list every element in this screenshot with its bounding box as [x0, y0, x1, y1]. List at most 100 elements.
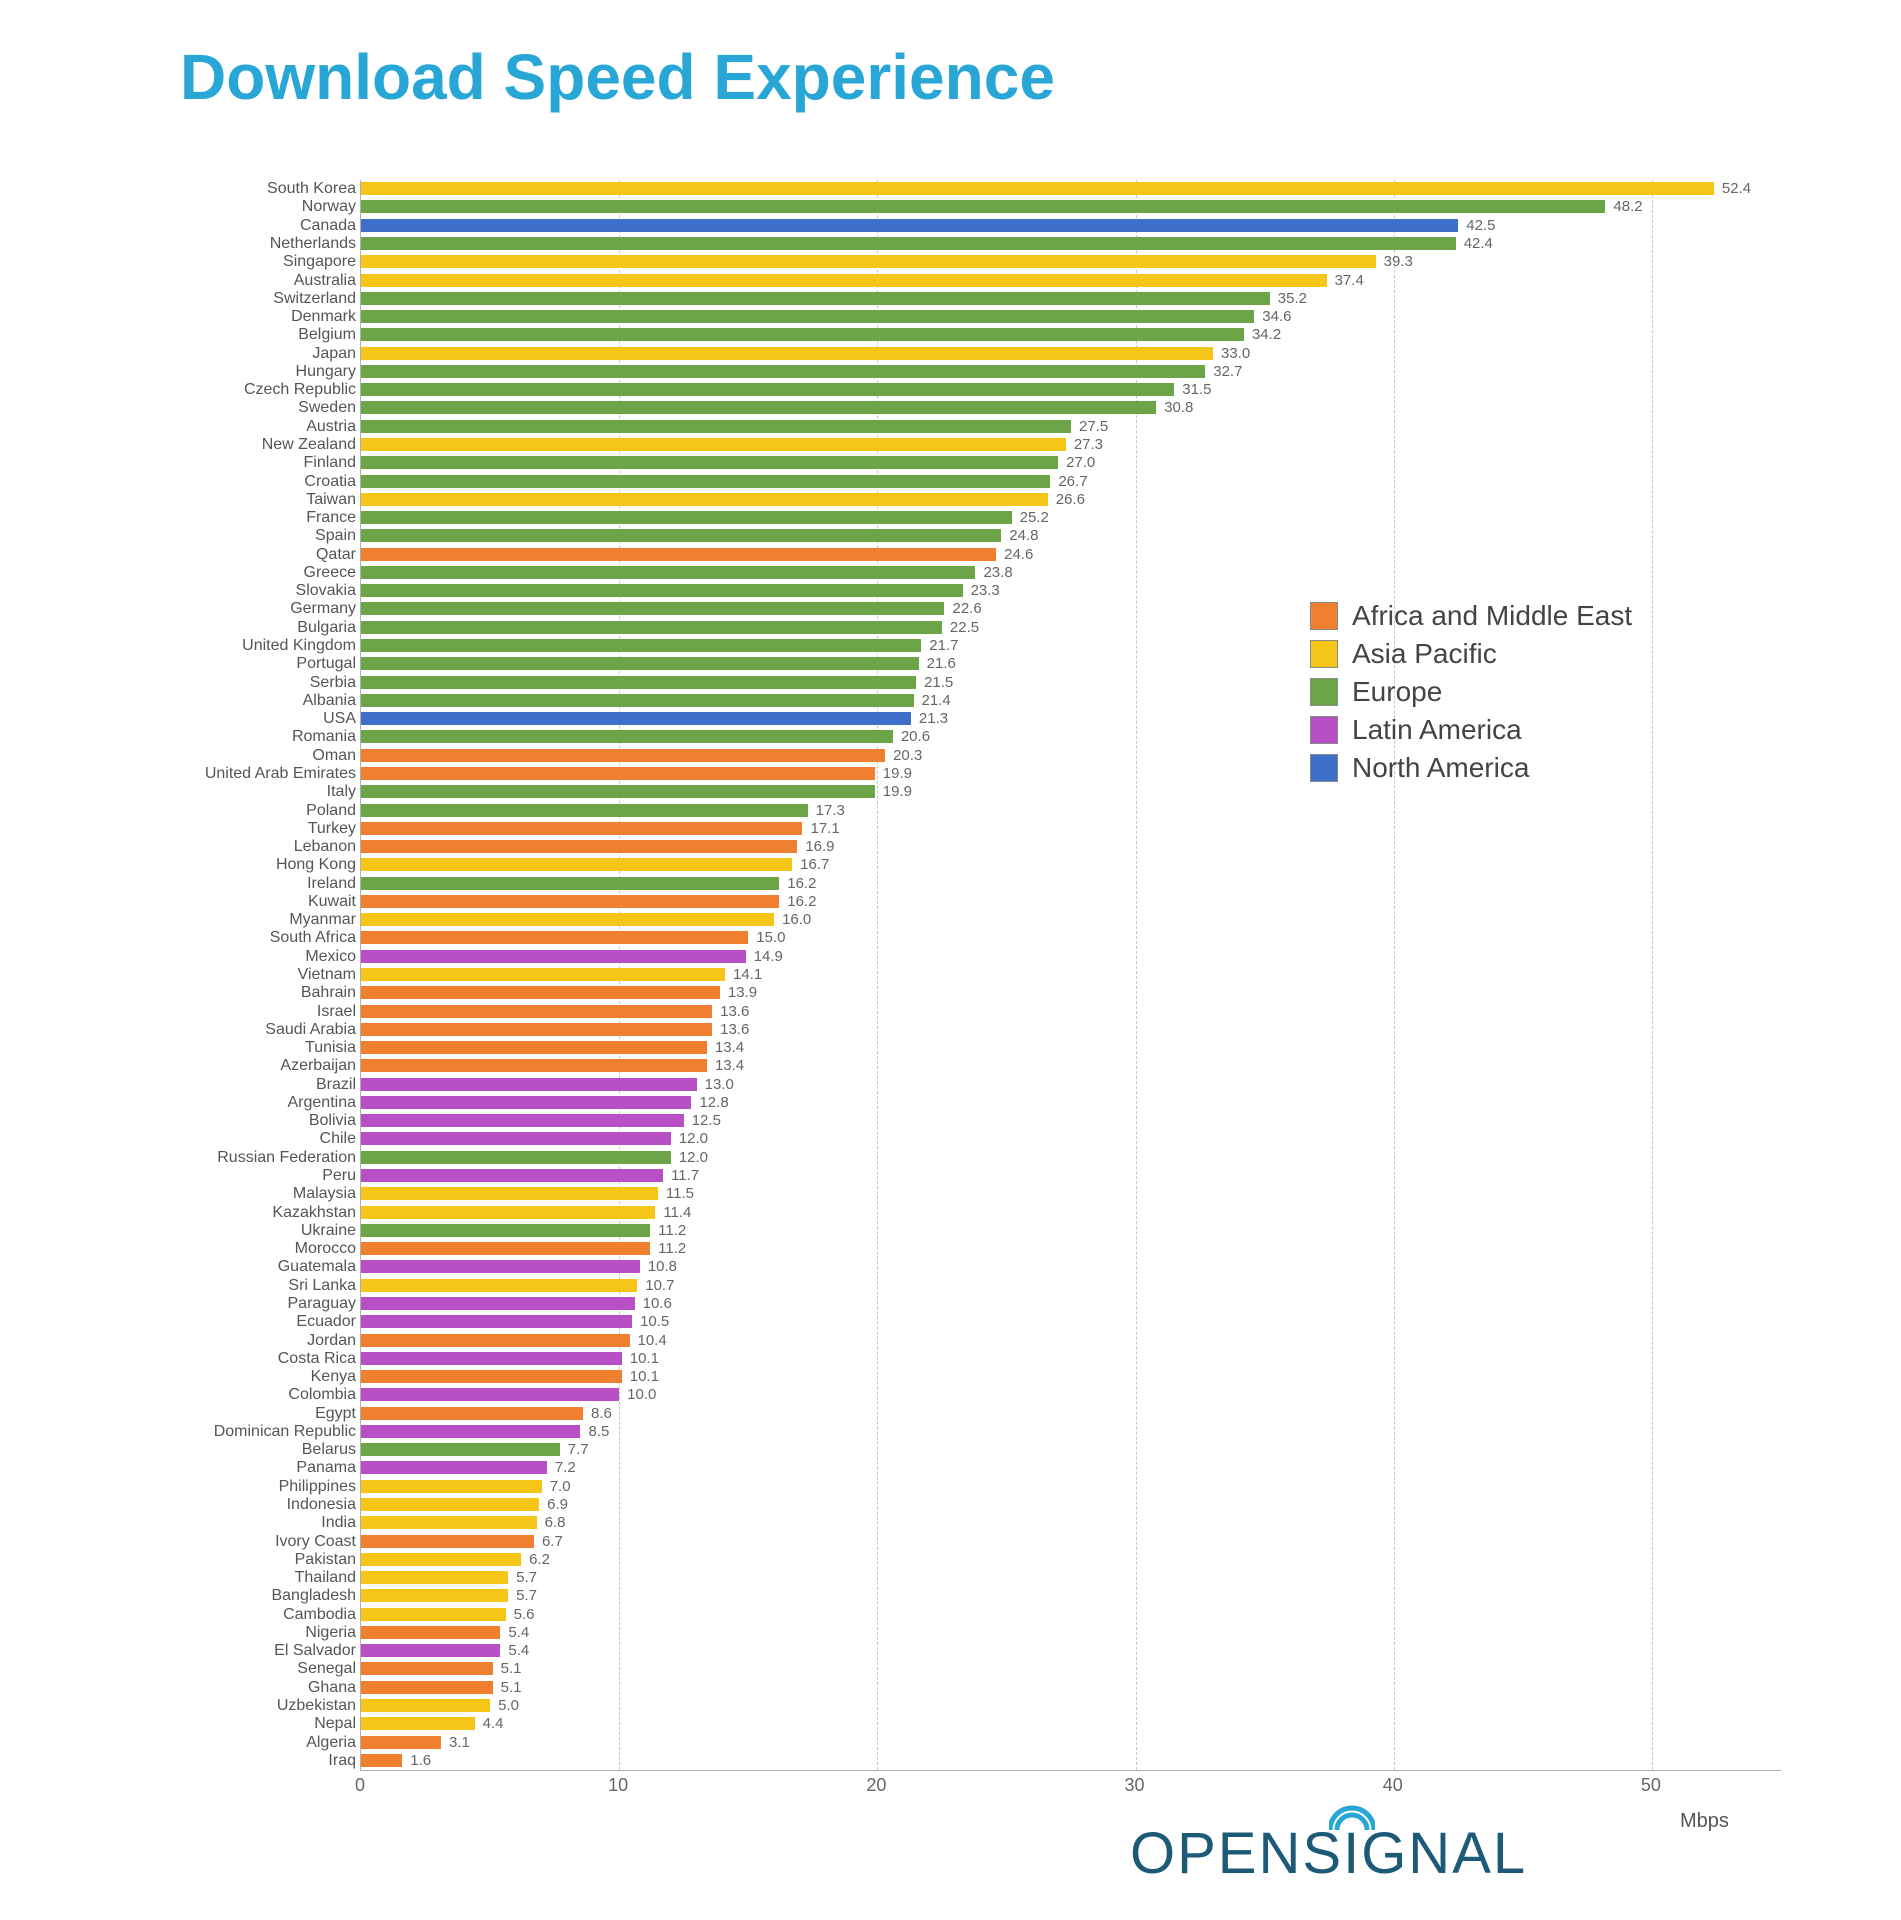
legend-label: Latin America [1352, 714, 1522, 746]
bar-row: Uzbekistan5.0 [80, 1697, 1800, 1715]
bar [361, 1187, 658, 1200]
bar [361, 456, 1058, 469]
country-label: India [321, 1514, 356, 1532]
bar [361, 1443, 560, 1456]
bar-value-label: 5.4 [508, 1642, 529, 1660]
bar-row: Japan 33.0 [80, 345, 1800, 363]
bar-row: Sweden30.8 [80, 399, 1800, 417]
bar-value-label: 10.4 [638, 1332, 667, 1350]
bar [361, 804, 808, 817]
bar-value-label: 3.1 [449, 1734, 470, 1752]
legend-label: Asia Pacific [1352, 638, 1497, 670]
country-label: Romania [292, 728, 356, 746]
country-label: United Kingdom [242, 637, 356, 655]
country-label: Kenya [311, 1368, 356, 1386]
bar [361, 365, 1205, 378]
bar [361, 566, 975, 579]
bar-value-label: 7.0 [550, 1478, 571, 1496]
legend-label: North America [1352, 752, 1529, 784]
bar [361, 1699, 490, 1712]
bar [361, 1297, 635, 1310]
country-label: Bulgaria [297, 619, 356, 637]
xaxis-label: Mbps [1680, 1810, 1729, 1833]
country-label: Greece [304, 564, 356, 582]
bar-row: Norway48.2 [80, 198, 1800, 216]
bar [361, 1553, 521, 1566]
bar-row: Chile12.0 [80, 1130, 1800, 1148]
bar-value-label: 6.9 [547, 1496, 568, 1514]
bar-row: Denmark34.6 [80, 308, 1800, 326]
country-label: Austria [306, 418, 356, 436]
bar-row: Netherlands42.4 [80, 235, 1800, 253]
bar-value-label: 13.9 [728, 984, 757, 1002]
bar [361, 200, 1605, 213]
bar [361, 785, 875, 798]
bar [361, 1315, 632, 1328]
country-label: Thailand [295, 1569, 356, 1587]
bar-value-label: 12.8 [699, 1094, 728, 1112]
legend-swatch [1310, 716, 1338, 744]
bar-row: South Korea52.4 [80, 180, 1800, 198]
bar [361, 548, 996, 561]
country-label: Brazil [316, 1076, 356, 1094]
country-label: Ireland [307, 875, 356, 893]
bar-value-label: 10.5 [640, 1313, 669, 1331]
country-label: Hungary [296, 363, 356, 381]
legend-item: North America [1310, 752, 1632, 784]
bar-value-label: 39.3 [1384, 253, 1413, 271]
bar [361, 1626, 500, 1639]
bar-row: Kuwait16.2 [80, 893, 1800, 911]
bar-row: Vietnam14.1 [80, 966, 1800, 984]
country-label: El Salvador [274, 1642, 356, 1660]
bar-row: Malaysia11.5 [80, 1185, 1800, 1203]
bar-row: Panama7.2 [80, 1459, 1800, 1477]
country-label: Oman [312, 747, 356, 765]
bar-value-label: 16.0 [782, 911, 811, 929]
bar-row: Finland27.0 [80, 454, 1800, 472]
bar-value-label: 10.7 [645, 1277, 674, 1295]
bar [361, 1516, 537, 1529]
country-label: Germany [290, 600, 356, 618]
country-label: South Korea [267, 180, 356, 198]
bar [361, 1480, 542, 1493]
bar-value-label: 31.5 [1182, 381, 1211, 399]
logo-text-left: OPENS [1130, 1820, 1343, 1887]
bar-value-label: 19.9 [883, 765, 912, 783]
bar [361, 438, 1066, 451]
legend-item: Latin America [1310, 714, 1632, 746]
bar-value-label: 6.8 [545, 1514, 566, 1532]
bar [361, 1132, 671, 1145]
bar-row: Brazil13.0 [80, 1076, 1800, 1094]
bar [361, 475, 1050, 488]
country-label: Poland [306, 802, 356, 820]
bar [361, 584, 963, 597]
bar-value-label: 6.2 [529, 1551, 550, 1569]
country-label: Japan [312, 345, 356, 363]
country-label: Philippines [279, 1478, 356, 1496]
bar-row: Argentina12.8 [80, 1094, 1800, 1112]
country-label: Czech Republic [244, 381, 356, 399]
country-label: Bolivia [309, 1112, 356, 1130]
bar-row: Russian Federation12.0 [80, 1149, 1800, 1167]
bar [361, 237, 1456, 250]
country-label: Singapore [283, 253, 356, 271]
bar [361, 1498, 539, 1511]
xtick-label: 10 [608, 1775, 628, 1796]
bar [361, 986, 720, 999]
country-label: Senegal [297, 1660, 356, 1678]
country-label: Azerbaijan [280, 1057, 356, 1075]
bar-row: Paraguay10.6 [80, 1295, 1800, 1313]
bar-value-label: 24.8 [1009, 527, 1038, 545]
bar-row: Turkey17.1 [80, 820, 1800, 838]
bar-value-label: 33.0 [1221, 345, 1250, 363]
bar-value-label: 16.7 [800, 856, 829, 874]
bar-row: Israel13.6 [80, 1003, 1800, 1021]
country-label: Croatia [304, 473, 356, 491]
legend-swatch [1310, 754, 1338, 782]
country-label: Indonesia [287, 1496, 356, 1514]
country-label: Vietnam [298, 966, 356, 984]
country-label: Serbia [310, 674, 356, 692]
bar [361, 1279, 637, 1292]
bar [361, 639, 921, 652]
country-label: USA [323, 710, 356, 728]
